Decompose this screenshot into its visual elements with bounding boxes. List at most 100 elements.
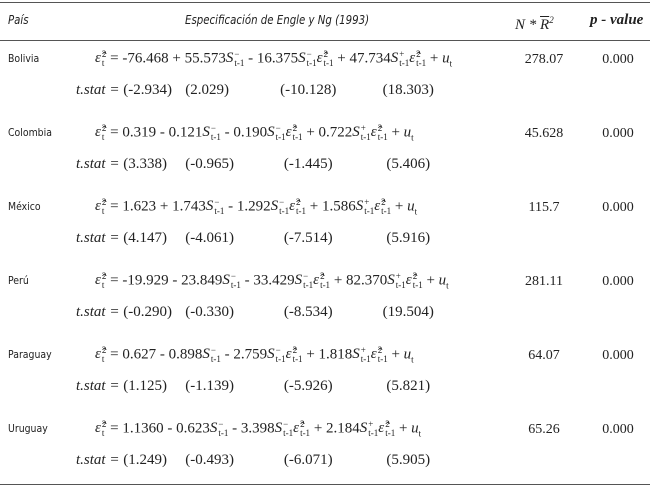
sup: 2 <box>377 123 383 133</box>
epsilon: ε̂ 2 t <box>95 272 106 290</box>
tstat: (19.504) <box>382 304 434 320</box>
eps: ε̂ <box>374 198 381 215</box>
indices: − t-1 <box>303 272 313 290</box>
tstat: (-10.128) <box>280 82 337 98</box>
sup: − <box>275 123 281 133</box>
indices: 2 t-1 <box>320 272 330 290</box>
sup: − <box>214 197 220 207</box>
eps: ε̂ <box>289 198 296 215</box>
sup: 2 <box>300 419 305 429</box>
row: Perú ε̂ 2 t = -19.929 - 23.849S − t-1 - 33.42… <box>0 264 650 338</box>
indices: − t-1 <box>211 346 221 364</box>
s: S <box>294 272 303 289</box>
country: Paraguay <box>8 348 52 361</box>
s-var: S + t-1 <box>387 272 406 290</box>
s-var: S − t-1 <box>270 198 290 216</box>
sub: t-1 <box>275 354 286 364</box>
sup: + <box>360 123 366 133</box>
indices: + t-1 <box>399 50 409 68</box>
sub: t-1 <box>303 280 314 290</box>
s: S <box>387 272 395 289</box>
coef: -76.468 <box>122 50 169 67</box>
plus: + <box>398 420 408 437</box>
row: México ε̂ 2 t = 1.623 + 1.743S − t-1 - 1.292S… <box>0 190 650 264</box>
eps: ε̂ <box>285 346 292 363</box>
sub: t-1 <box>399 58 410 68</box>
eps: ε̂ <box>405 272 412 289</box>
s: S <box>298 50 306 67</box>
u: u <box>411 420 419 437</box>
tstat-label: t.stat <box>76 82 106 98</box>
s-var: S + t-1 <box>352 123 371 142</box>
equals: = <box>110 50 119 67</box>
indices: + t-1 <box>368 420 378 438</box>
sub: t <box>411 132 414 143</box>
equals: = <box>110 272 119 289</box>
epsilon: ε̂ 2 t-1 <box>289 198 307 216</box>
coef: + 2.184 <box>313 420 360 437</box>
sub: t <box>449 58 453 69</box>
indices: + t-1 <box>396 272 406 290</box>
r-bar: R <box>540 17 550 33</box>
s: S <box>352 346 360 363</box>
eps: ε̂ <box>95 124 101 141</box>
eps: ε̂ <box>316 50 323 67</box>
epsilon: ε̂ 2 t-1 <box>371 346 388 364</box>
indices: 2 t-1 <box>413 272 423 290</box>
epsilon: ε̂ 2 t-1 <box>378 420 395 438</box>
indices: 2 t-1 <box>385 420 395 438</box>
equation: ε̂ 2 t = 0.319 - 0.121S − t-1 - 0.190S − t-1 ε̂… <box>95 123 414 143</box>
sup: 2 <box>377 345 383 355</box>
indices: 2 t-1 <box>378 346 388 364</box>
indices: + t-1 <box>364 198 374 216</box>
s-var: S − t-1 <box>202 124 221 142</box>
country: Uruguay <box>8 422 48 435</box>
rule <box>0 2 650 3</box>
sup: + <box>368 419 374 429</box>
n-star: N * <box>515 17 537 33</box>
s: S <box>205 198 214 215</box>
epsilon: ε̂ 2 t <box>95 49 107 68</box>
s: S <box>274 420 283 437</box>
p-value: 0.000 <box>602 52 634 67</box>
indices: 2 t-1 <box>300 420 310 438</box>
row: Uruguay ε̂ 2 t = 1.1360 - 0.623S − t-1 - 3.39… <box>0 412 650 486</box>
sup: 2 <box>101 49 107 59</box>
sup: + <box>399 49 405 59</box>
sup: + <box>395 271 401 281</box>
s: S <box>359 420 368 437</box>
rule <box>0 40 650 41</box>
tstat: (1.125) <box>123 378 167 394</box>
tstat: (5.406) <box>386 156 431 172</box>
s: S <box>352 124 360 141</box>
tstat: (5.916) <box>386 230 431 246</box>
sub: t-1 <box>214 206 225 216</box>
u: u <box>403 346 412 363</box>
sub: t-1 <box>306 58 317 68</box>
indices: − t-1 <box>279 198 289 216</box>
s: S <box>267 124 275 141</box>
plus: + <box>391 124 400 141</box>
sub: t-1 <box>368 428 379 438</box>
s: S <box>225 50 234 67</box>
s: S <box>270 198 279 215</box>
coef: - 0.121 <box>159 124 203 141</box>
u: u <box>438 272 447 289</box>
tstat: (-0.965) <box>185 156 234 172</box>
tstat-label: t.stat <box>76 452 106 468</box>
sub: t-1 <box>230 280 241 290</box>
tstat-line: t.stat = (1.249) (-0.493) (-6.071) (5.905) <box>76 452 453 469</box>
sub: t-1 <box>360 132 371 142</box>
epsilon: ε̂ 2 t-1 <box>293 420 310 438</box>
eps: ε̂ <box>95 420 101 437</box>
s-var: S − t-1 <box>222 272 241 290</box>
sub: t-1 <box>296 206 307 216</box>
indices: − t-1 <box>276 124 286 142</box>
coef: - 23.849 <box>172 272 223 289</box>
coef: - 0.898 <box>159 346 203 363</box>
tstat-label: t.stat <box>76 378 106 394</box>
